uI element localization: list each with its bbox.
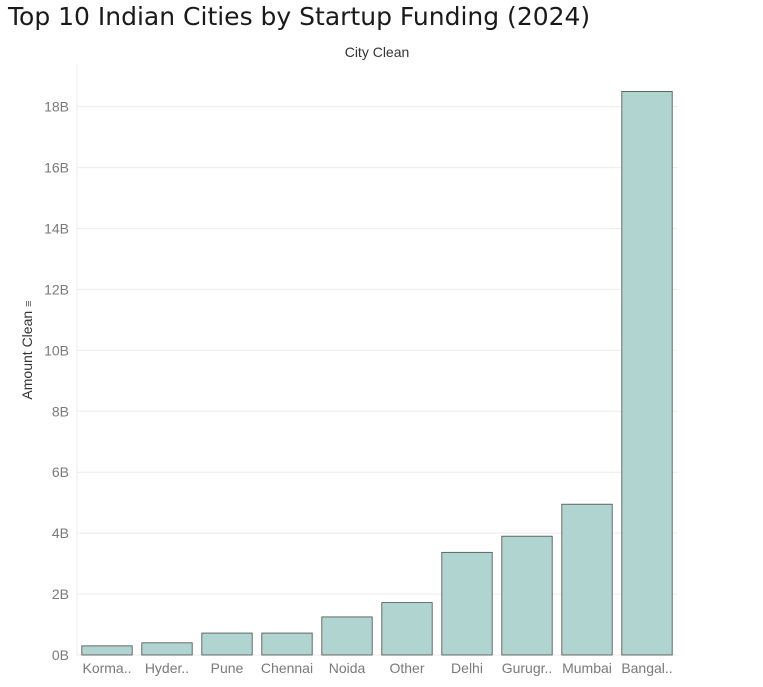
y-tick-label: 12B [44,281,69,297]
x-category-label[interactable]: Mumbai [562,660,612,676]
bar-4[interactable] [321,616,373,656]
y-tick-label: 16B [44,160,69,176]
x-category-label[interactable]: Noida [329,660,366,676]
y-axis-ticks: 0B 2B 4B 6B 8B 10B 12B 14B 16B 18B [44,99,69,663]
grid-layer [76,64,677,656]
y-tick-label: 6B [52,464,69,480]
y-tick-label: 4B [52,525,69,541]
y-tick-label: 14B [44,221,69,237]
bar-9[interactable] [621,91,673,656]
bars [81,91,673,656]
x-category-label[interactable]: Gurugr.. [502,660,553,676]
bar-3[interactable] [261,632,313,656]
x-category-label[interactable]: Bangal.. [621,660,672,676]
x-category-label[interactable]: Pune [211,660,244,676]
chart-title: Top 10 Indian Cities by Startup Funding … [8,2,591,31]
x-axis-header[interactable]: City Clean [344,44,410,60]
x-category-label[interactable]: Delhi [451,660,483,676]
bar-7[interactable] [501,535,553,656]
bar-6[interactable] [441,551,493,656]
y-tick-label: 0B [52,647,69,663]
x-category-label[interactable]: Other [389,660,424,676]
bar-1[interactable] [141,642,193,656]
y-tick-label: 8B [52,403,69,419]
x-axis-categories: Korma.. Hyder.. Pune Chennai Noida Other Delhi… [82,660,672,676]
x-category-label[interactable]: Korma.. [82,660,131,676]
y-tick-label: 10B [44,342,69,358]
y-tick-label: 18B [44,99,69,115]
y-tick-label: 2B [52,586,69,602]
bar-5[interactable] [381,602,433,656]
x-category-label[interactable]: Hyder.. [145,660,189,676]
bar-0[interactable] [81,645,133,656]
bar-2[interactable] [201,632,253,656]
x-category-label[interactable]: Chennai [261,660,313,676]
bar-8[interactable] [561,503,613,656]
